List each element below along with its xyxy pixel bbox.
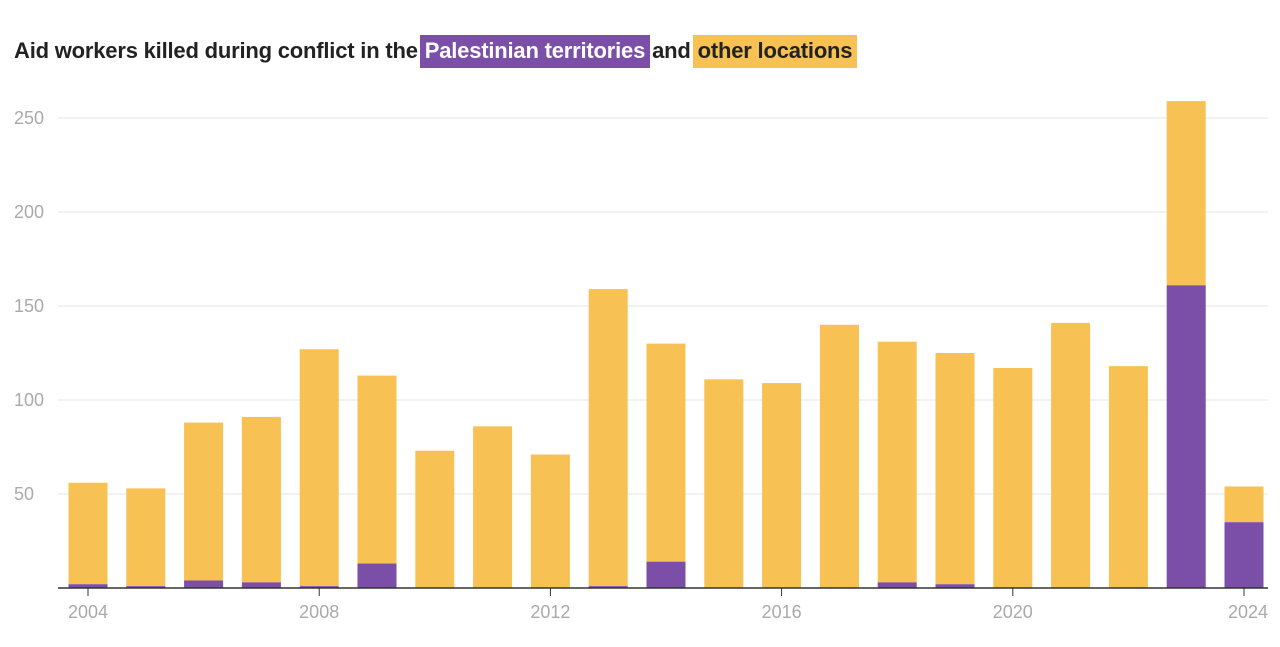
- bar-other-2021: [1051, 322, 1091, 588]
- legend-palestinian-territories: Palestinian territories: [419, 34, 651, 68]
- y-tick-label: 200: [14, 202, 44, 222]
- bar-other-2012: [530, 454, 570, 588]
- x-tick-label: 2016: [762, 602, 802, 622]
- x-tick-label: 2020: [993, 602, 1033, 622]
- bar-other-2006: [184, 422, 224, 581]
- bar-other-2022: [1108, 366, 1148, 588]
- bar-other-2010: [415, 450, 455, 588]
- bar-other-2007: [241, 416, 281, 583]
- y-tick-label: 150: [14, 296, 44, 316]
- bar-palestinian-2009: [357, 563, 397, 588]
- bar-other-2004: [68, 482, 108, 585]
- bar-other-2014: [646, 343, 686, 562]
- bar-other-2009: [357, 375, 397, 564]
- bar-palestinian-2004: [68, 584, 108, 588]
- x-tick-label: 2012: [530, 602, 570, 622]
- x-tick-label: 2008: [299, 602, 339, 622]
- bar-palestinian-2019: [935, 584, 975, 588]
- bar-other-2020: [993, 368, 1033, 588]
- bar-palestinian-2018: [877, 582, 917, 588]
- bar-other-2016: [762, 383, 802, 588]
- x-tick-label: 2024: [1228, 602, 1268, 622]
- bar-palestinian-2024: [1224, 522, 1264, 588]
- bar-palestinian-2005: [126, 586, 166, 588]
- y-tick-label: 100: [14, 390, 44, 410]
- title-prefix: Aid workers killed during conflict in th…: [14, 38, 418, 63]
- bar-palestinian-2014: [646, 561, 686, 588]
- bar-palestinian-2013: [588, 586, 628, 588]
- bar-other-2019: [935, 353, 975, 585]
- bar-other-2024: [1224, 486, 1264, 523]
- axes: 50 100 150 200 250 2004 2008 2012 2016 2020 2024: [14, 108, 1268, 622]
- y-tick-label: 50: [14, 484, 34, 504]
- bar-other-2015: [704, 379, 744, 588]
- bar-other-2018: [877, 341, 917, 583]
- bar-other-2008: [299, 349, 339, 587]
- bar-palestinian-2023: [1166, 285, 1206, 588]
- bar-palestinian-2007: [241, 582, 281, 588]
- bar-palestinian-2008: [299, 586, 339, 588]
- bar-other-2017: [819, 324, 859, 588]
- bar-other-2023: [1166, 101, 1206, 286]
- chart-title: Aid workers killed during conflict in th…: [14, 32, 859, 70]
- x-tick-label: 2004: [68, 602, 108, 622]
- legend-other-locations: other locations: [692, 34, 858, 68]
- bar-palestinian-2006: [184, 580, 224, 588]
- bars: [68, 101, 1264, 588]
- bar-other-2013: [588, 289, 628, 587]
- y-tick-label: 250: [14, 108, 44, 128]
- bar-other-2005: [126, 488, 166, 587]
- title-middle: and: [652, 38, 691, 63]
- bar-other-2011: [473, 426, 513, 588]
